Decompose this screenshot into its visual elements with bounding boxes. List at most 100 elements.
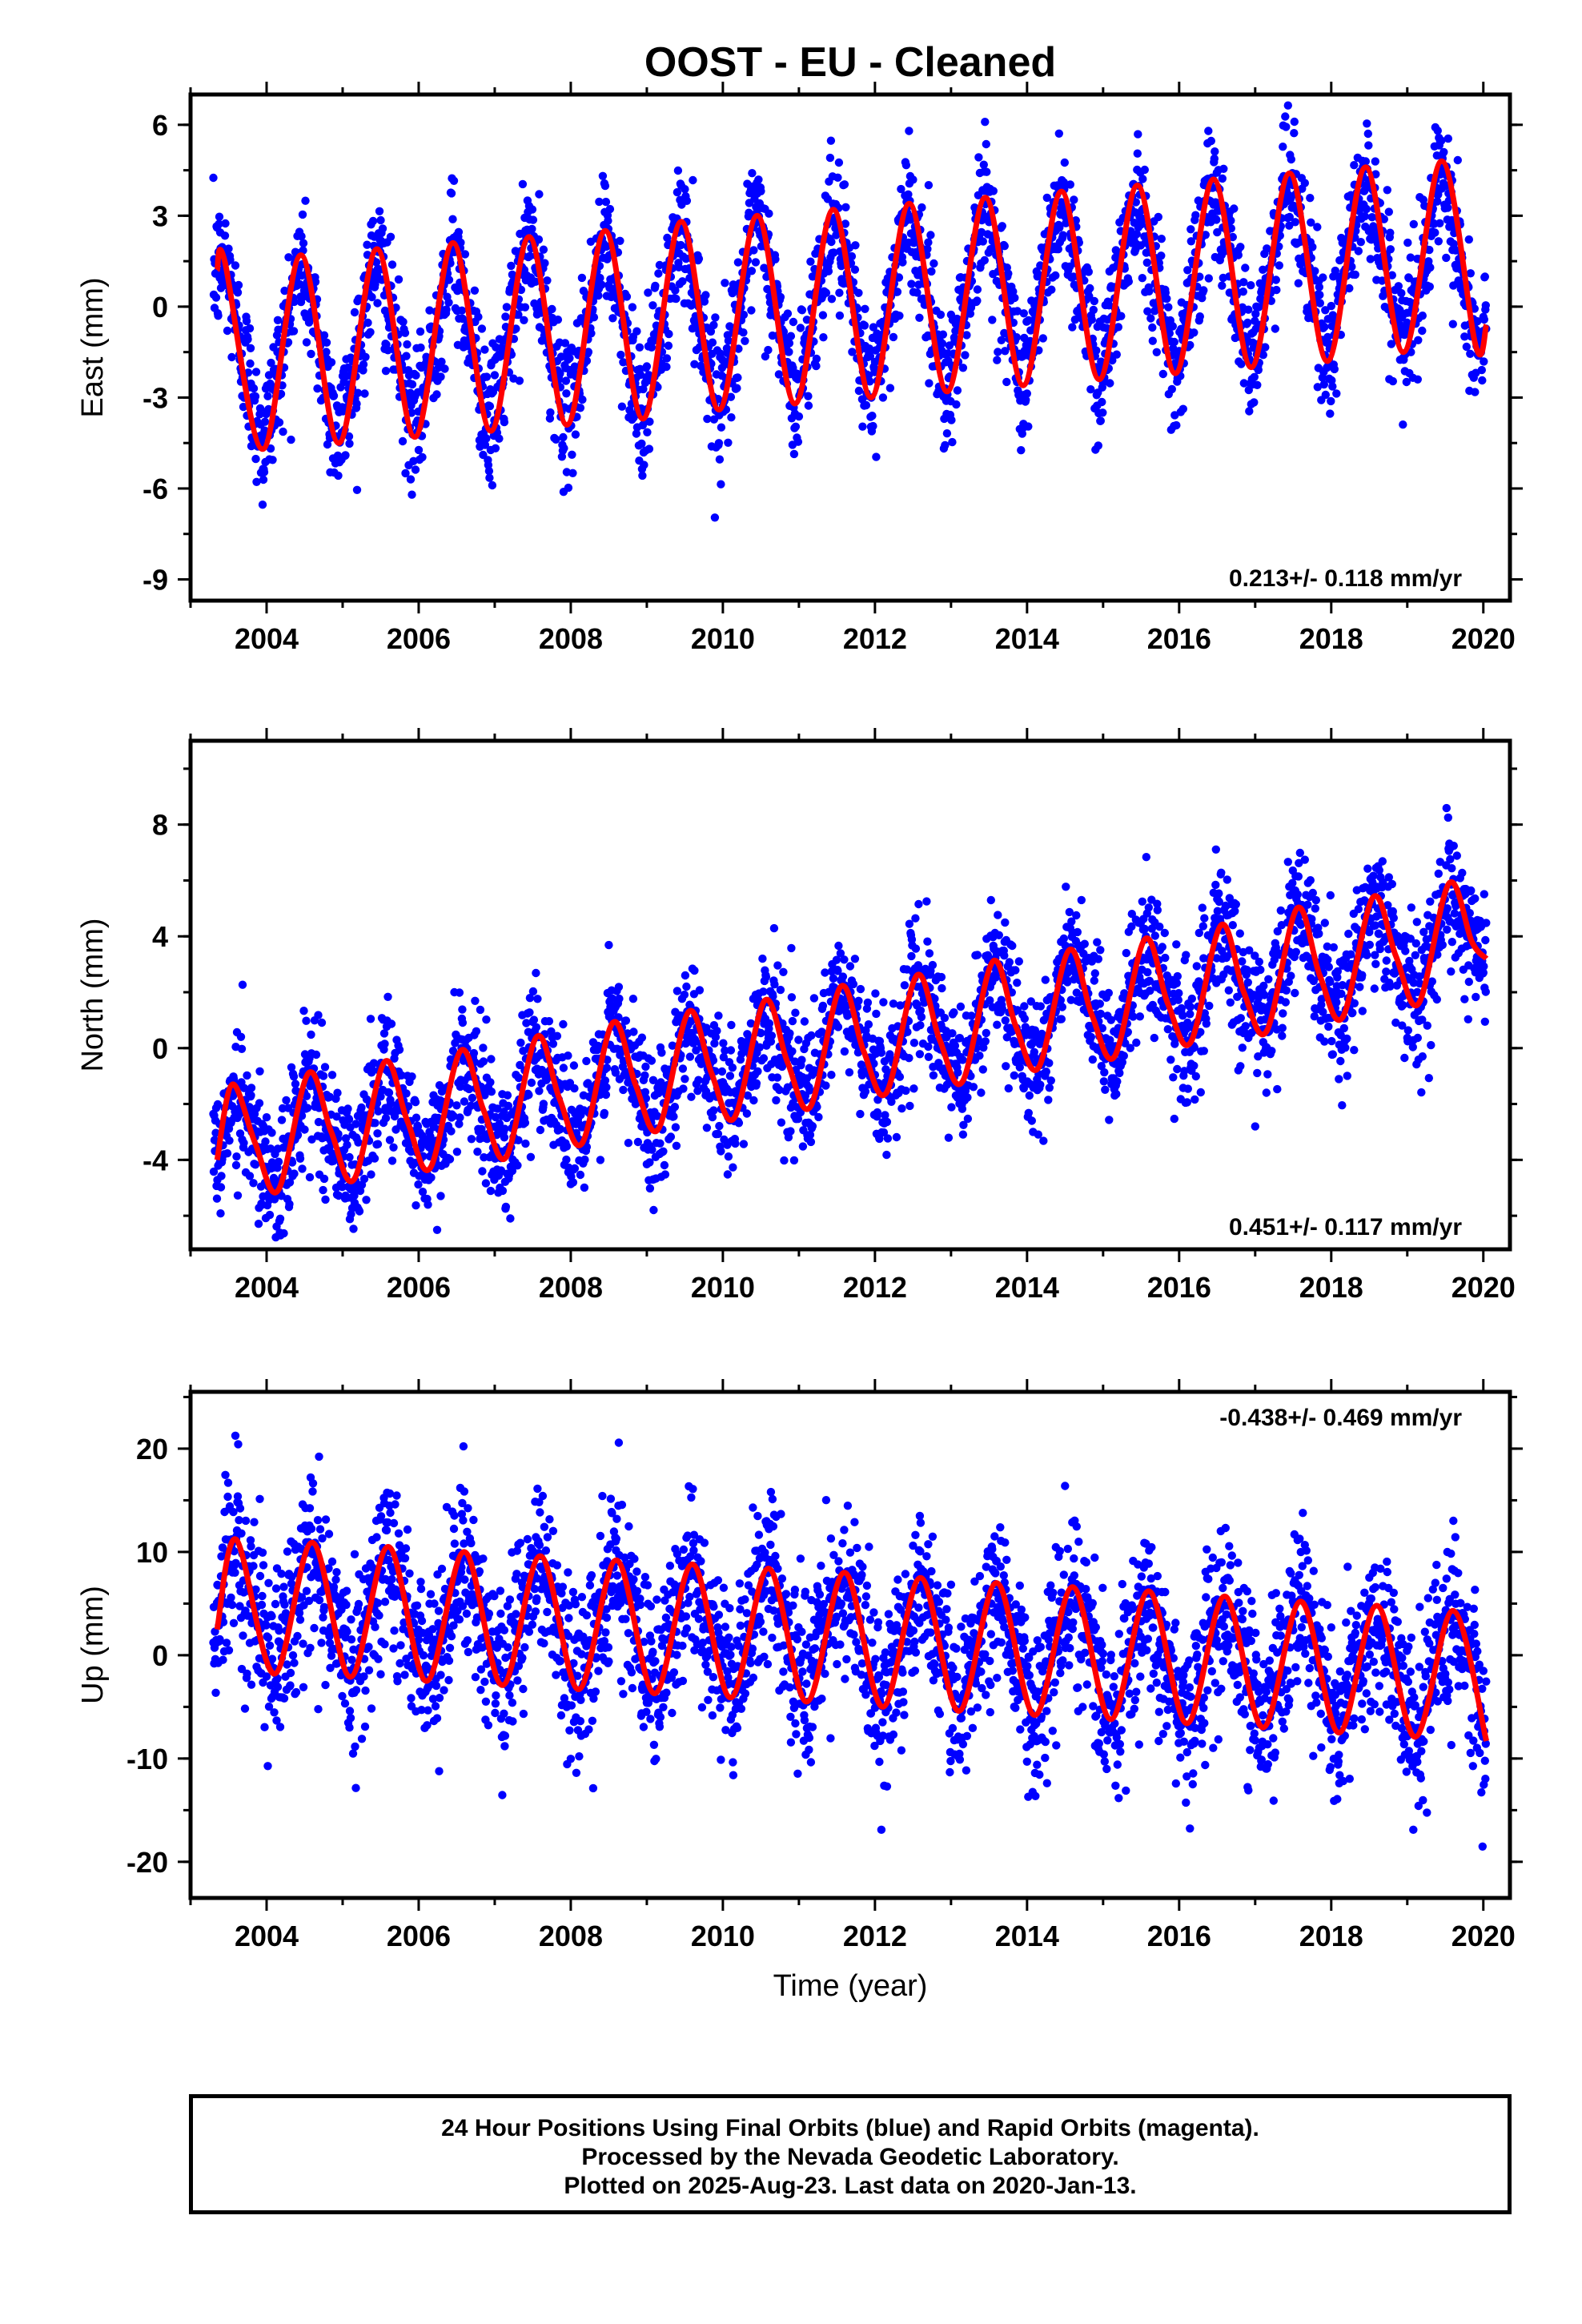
data-point [495,434,504,443]
data-point [997,336,1006,344]
data-point [637,1033,647,1042]
data-point [1199,286,1208,295]
data-point [674,263,684,271]
data-point [701,1087,711,1096]
data-point [1170,337,1179,347]
data-point [460,1097,469,1106]
data-point [386,1099,396,1108]
data-point [678,1064,688,1073]
data-point [570,1164,580,1173]
data-point [1281,112,1290,121]
data-point [273,316,283,324]
data-point [1114,323,1123,332]
data-point [1424,257,1433,266]
data-point [259,475,268,485]
data-point [1478,376,1487,385]
data-point [1058,231,1068,239]
data-point [322,338,331,347]
data-point [621,1016,631,1025]
data-point [1283,101,1293,110]
data-point [290,297,299,307]
data-point [869,323,878,332]
data-point [727,1020,736,1030]
data-point [215,212,224,221]
data-point [1364,141,1373,150]
data-point [246,344,255,352]
data-point [812,354,821,364]
data-point [952,400,961,409]
data-point [432,1225,442,1235]
data-point [1186,225,1195,234]
data-point [476,1005,485,1015]
data-point [1397,288,1406,298]
data-point [306,314,315,324]
data-point [767,1031,777,1040]
data-point [608,994,617,1003]
data-point [703,414,712,424]
data-point [373,299,382,308]
data-point [448,215,457,223]
data-point [914,899,923,909]
data-point [357,1103,366,1112]
data-point [779,967,788,977]
data-point [508,1166,517,1176]
data-point [1388,376,1398,386]
data-point [1010,293,1019,303]
data-point [249,384,259,393]
data-point [367,292,376,302]
data-point [379,1029,389,1038]
data-point [1327,396,1335,406]
data-point [1004,269,1013,278]
data-point [1143,307,1152,316]
data-point [614,983,624,991]
data-point [923,244,932,254]
data-point [1012,333,1022,342]
data-point [1162,294,1171,304]
data-point [345,439,354,448]
data-point [637,439,646,448]
data-point [980,255,990,265]
data-point [528,224,536,234]
data-point [711,313,720,322]
data-point [565,354,574,363]
data-point [739,328,748,337]
data-point [978,237,988,246]
data-point [872,452,881,461]
data-point [571,430,580,439]
data-point [327,358,336,367]
data-point [787,943,796,953]
data-point [1350,161,1359,170]
data-point [397,1071,406,1080]
data-point [481,1179,491,1188]
data-point [734,1119,744,1128]
data-point [411,465,420,474]
data-point [1227,216,1235,225]
data-point [1148,323,1157,332]
data-point [1051,271,1060,280]
data-point [711,1032,721,1042]
data-point [840,955,849,964]
data-point [1142,258,1152,267]
data-point [826,136,836,145]
data-point [1294,279,1303,287]
data-point [242,316,251,326]
data-point [1378,276,1387,285]
data-point [911,914,920,923]
data-point [1178,404,1188,413]
data-point [915,1050,925,1059]
data-point [275,418,284,427]
data-point [490,371,500,380]
data-point [305,1172,315,1182]
data-point [719,1053,729,1062]
data-point [1439,147,1448,157]
data-point [1407,348,1415,356]
data-point [1402,377,1411,387]
data-point [856,1109,865,1119]
data-point [301,196,310,205]
data-point [898,258,907,267]
data-point [835,288,844,297]
data-point [556,352,566,361]
data-point [923,937,932,946]
data-point [247,1084,256,1092]
data-point [349,1224,358,1233]
